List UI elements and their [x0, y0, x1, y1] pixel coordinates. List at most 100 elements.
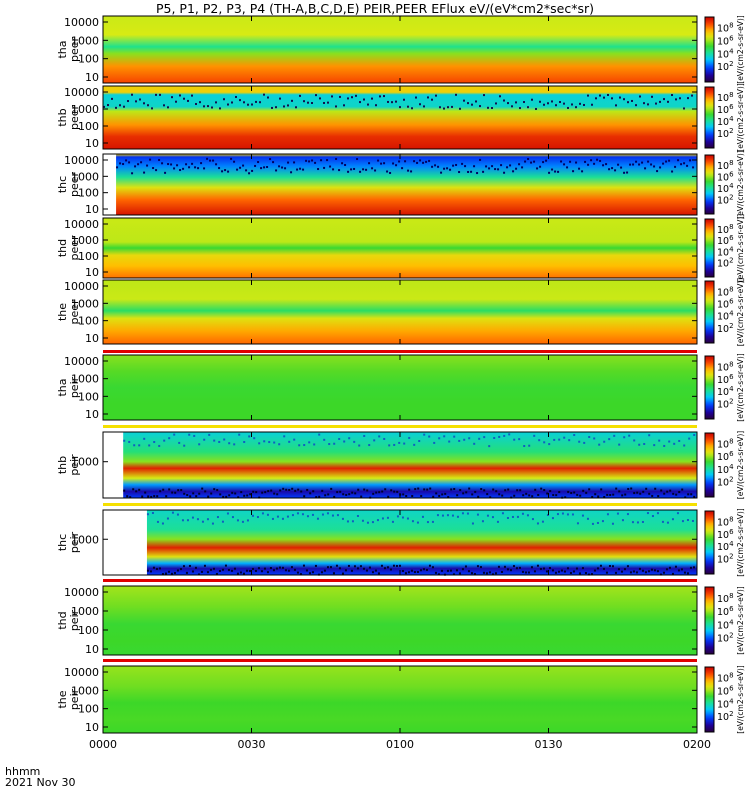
colorbar-thd-peer — [704, 218, 715, 278]
colorbar-tick-label: 102 — [717, 475, 734, 488]
y-tick-label: 100 — [78, 703, 99, 716]
y-tick-label: 10 — [85, 137, 99, 150]
colorbar-thc-peir — [704, 510, 715, 575]
y-tick-label: 10 — [85, 71, 99, 84]
y-axis-label-probe: thb — [56, 108, 69, 126]
y-axis-label-species: peer — [68, 299, 81, 325]
spectrogram-the-peer — [103, 280, 697, 344]
colorbar-tick-label: 102 — [717, 60, 734, 73]
y-axis-label-probe: thd — [56, 239, 69, 257]
y-tick-label: 1000 — [71, 533, 99, 546]
colorbar-axis-label: [eV/(cm2-s-sr-eV)] — [736, 83, 745, 152]
y-tick-label: 10 — [85, 266, 99, 279]
y-tick-label: 100 — [78, 315, 99, 328]
x-tick-label: 0100 — [386, 738, 414, 751]
colorbar-thb-peir — [704, 432, 715, 498]
colorbar-tha-peir — [704, 355, 715, 420]
y-tick-label: 10000 — [64, 16, 99, 29]
colorbar-tick-label: 102 — [717, 632, 734, 645]
y-axis-label-species: peer — [68, 37, 81, 63]
y-axis-label-probe: tha — [56, 378, 69, 396]
y-tick-label: 10 — [85, 721, 99, 734]
y-tick-label: 10000 — [64, 666, 99, 679]
x-tick-label: 0030 — [238, 738, 266, 751]
spectrogram-tha-peer — [103, 16, 697, 83]
colorbar-axis-label: [eV/(cm2-s-sr-eV)] — [736, 150, 745, 219]
x-tick-label: 0130 — [535, 738, 563, 751]
y-axis-label-probe: thc — [56, 176, 69, 193]
colorbar-tick-label: 108 — [717, 672, 734, 685]
colorbar-tick-label: 104 — [717, 463, 734, 476]
y-tick-label: 1000 — [71, 34, 99, 47]
colorbar-tick-label: 106 — [717, 373, 734, 386]
y-tick-label: 10 — [85, 408, 99, 421]
y-axis-label-species: peir — [68, 609, 81, 631]
colorbar-tick-label: 106 — [717, 528, 734, 541]
spectrogram-tha-peir — [103, 355, 697, 420]
y-tick-label: 10 — [85, 203, 99, 216]
colorbar-axis-label: [eV/(cm2-s-sr-eV)] — [736, 353, 745, 422]
colorbar-tick-label: 102 — [717, 127, 734, 140]
y-tick-label: 100 — [78, 250, 99, 263]
spectrogram-thc-peir — [146, 510, 697, 575]
colorbar-tick-label: 106 — [717, 450, 734, 463]
y-tick-label: 100 — [78, 624, 99, 637]
y-tick-label: 1000 — [71, 170, 99, 183]
chart-title: P5, P1, P2, P3, P4 (TH-A,B,C,D,E) PEIR,P… — [155, 1, 595, 16]
colorbar-axis-label: [eV/(cm2-s-sr-eV)] — [736, 586, 745, 655]
colorbar-axis-label: [eV/(cm2-s-sr-eV)] — [736, 508, 745, 577]
colorbar-tick-label: 104 — [717, 47, 734, 60]
y-tick-label: 1000 — [71, 456, 99, 469]
y-tick-label: 10000 — [64, 586, 99, 599]
colorbar-tick-label: 104 — [717, 385, 734, 398]
colorbar-axis-label: [eV/(cm2-s-sr-eV)] — [736, 665, 745, 734]
spectrogram-the-peir — [103, 666, 697, 733]
y-tick-label: 1000 — [71, 684, 99, 697]
x-axis-label-date: 2021 Nov 30 — [5, 776, 76, 789]
spectrogram-thc-peer — [116, 154, 698, 215]
y-axis-label-species: peir — [68, 376, 81, 398]
y-axis-label-species: peer — [68, 105, 81, 131]
spectrogram-thd-peer — [103, 218, 697, 278]
colorbar-tick-label: 104 — [717, 540, 734, 553]
y-tick-label: 10 — [85, 332, 99, 345]
y-axis-label-probe: the — [56, 303, 69, 321]
colorbar-tick-label: 104 — [717, 618, 734, 631]
colorbar-axis-label: [eV/(cm2-s-sr-eV)] — [736, 278, 745, 347]
y-tick-label: 10000 — [64, 86, 99, 99]
y-axis-label-species: peer — [68, 235, 81, 261]
colorbar-thd-peir — [704, 586, 715, 655]
x-tick-label: 0000 — [89, 738, 117, 751]
y-tick-label: 1000 — [71, 297, 99, 310]
y-tick-label: 100 — [78, 120, 99, 133]
y-tick-label: 10000 — [64, 218, 99, 231]
colorbar-tick-label: 104 — [717, 697, 734, 710]
y-axis-label-probe: thb — [56, 456, 69, 474]
y-axis-label-species: peir — [68, 531, 81, 553]
x-axis-label-time: hhmm — [5, 765, 41, 778]
colorbar-tick-label: 108 — [717, 360, 734, 373]
y-tick-label: 10000 — [64, 280, 99, 293]
colorbar-tick-label: 102 — [717, 398, 734, 411]
colorbar-tick-label: 106 — [717, 297, 734, 310]
y-tick-label: 1000 — [71, 103, 99, 116]
y-axis-label-species: peir — [68, 454, 81, 476]
colorbar-tick-label: 108 — [717, 515, 734, 528]
colorbar-tick-label: 102 — [717, 257, 734, 270]
y-axis-label-probe: the — [56, 690, 69, 708]
colorbar-tick-label: 106 — [717, 35, 734, 48]
colorbar-axis-label: [eV/(cm2-s-sr-eV)] — [736, 431, 745, 500]
colorbar-tick-label: 102 — [717, 553, 734, 566]
spectrogram-thd-peir — [103, 586, 697, 655]
y-tick-label: 100 — [78, 390, 99, 403]
y-tick-label: 10000 — [64, 355, 99, 368]
spectrogram-thb-peer — [103, 86, 697, 149]
colorbar-axis-label: [eV/(cm2-s-sr-eV)] — [736, 214, 745, 283]
y-axis-label-probe: thd — [56, 611, 69, 629]
colorbar-tick-label: 104 — [717, 310, 734, 323]
colorbar-tick-label: 102 — [717, 322, 734, 335]
y-axis-label-probe: tha — [56, 40, 69, 58]
y-axis-label-probe: thc — [56, 534, 69, 551]
colorbar-tick-label: 106 — [717, 605, 734, 618]
